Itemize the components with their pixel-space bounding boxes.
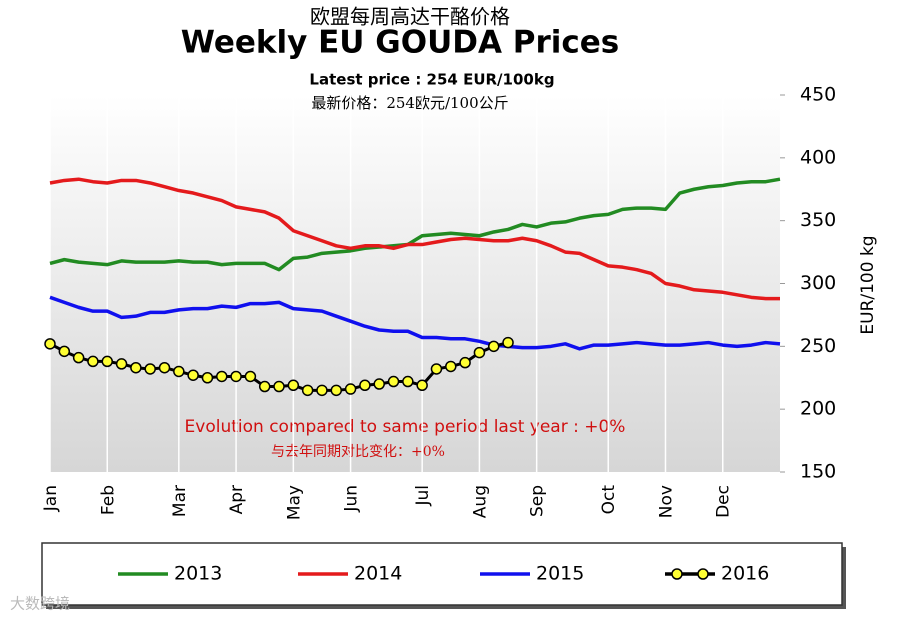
marker	[359, 379, 371, 392]
title-cn: 欧盟每周高达干酪价格	[310, 5, 510, 29]
marker	[173, 365, 185, 378]
legend-label: 2016	[721, 563, 769, 585]
legend-label: 2013	[174, 563, 222, 585]
x-tick-label: Feb	[98, 485, 118, 515]
y-tick-label: 350	[800, 209, 836, 231]
marker	[301, 384, 314, 397]
marker	[144, 363, 156, 375]
marker	[87, 355, 99, 368]
y-tick-label: 300	[800, 272, 836, 294]
x-tick-label: Dec	[714, 485, 734, 518]
marker	[201, 372, 214, 384]
y-axis-label: EUR/100 kg	[858, 235, 878, 334]
marker	[330, 384, 343, 397]
marker	[101, 355, 114, 368]
x-tick-label: Apr	[227, 485, 247, 514]
x-tick-label: Nov	[656, 485, 676, 518]
marker	[416, 379, 428, 392]
x-tick-label: Mar	[170, 485, 190, 517]
x-tick-label: Jan	[41, 485, 61, 512]
legend-label: 2015	[536, 563, 584, 585]
y-tick-label: 400	[800, 146, 836, 168]
x-tick-label: Jul	[413, 485, 433, 507]
y-tick-label: 150	[800, 461, 836, 483]
marker	[459, 356, 471, 369]
marker	[402, 375, 414, 388]
legend-marker	[697, 568, 709, 580]
series-line	[49, 177, 780, 301]
marker	[502, 336, 514, 349]
marker	[344, 383, 357, 395]
y-tick-label: 200	[800, 398, 836, 420]
marker	[58, 345, 71, 358]
marker	[287, 379, 300, 392]
chart-title: Weekly EU GOUDA Prices	[181, 25, 620, 61]
marker	[273, 380, 285, 393]
marker	[445, 360, 457, 373]
marker	[244, 370, 257, 383]
x-tick-label: Sep	[528, 485, 548, 517]
marker	[158, 361, 171, 374]
y-tick-label: 250	[800, 335, 836, 357]
y-tick-label: 450	[800, 84, 836, 106]
x-tick-label: Jun	[342, 485, 362, 513]
subtitle: Latest price : 254 EUR/100kg	[309, 71, 554, 89]
marker	[72, 351, 85, 364]
watermark: 大数跨境	[10, 595, 70, 613]
marker	[187, 369, 199, 381]
series-line	[49, 295, 781, 351]
marker	[44, 338, 56, 350]
marker	[387, 375, 400, 388]
marker	[130, 361, 142, 374]
marker	[487, 340, 500, 353]
marker	[373, 378, 385, 390]
x-tick-label: May	[284, 485, 304, 520]
marker	[316, 384, 328, 397]
legend-marker	[671, 568, 683, 580]
annotation-cn: 与去年同期对比变化：+0%	[271, 444, 445, 460]
plot-area	[50, 95, 780, 472]
annotation: Evolution compared to same period last y…	[185, 417, 626, 437]
marker	[473, 346, 486, 359]
marker	[430, 363, 443, 375]
marker	[115, 358, 128, 370]
x-tick-label: Aug	[470, 485, 490, 518]
subtitle-cn: 最新价格：254欧元/100公斤	[311, 94, 508, 112]
marker	[258, 380, 271, 393]
legend-label: 2014	[354, 563, 402, 585]
x-tick-label: Oct	[599, 485, 619, 515]
marker	[230, 370, 242, 383]
marker	[216, 370, 228, 383]
series-line	[49, 177, 781, 272]
